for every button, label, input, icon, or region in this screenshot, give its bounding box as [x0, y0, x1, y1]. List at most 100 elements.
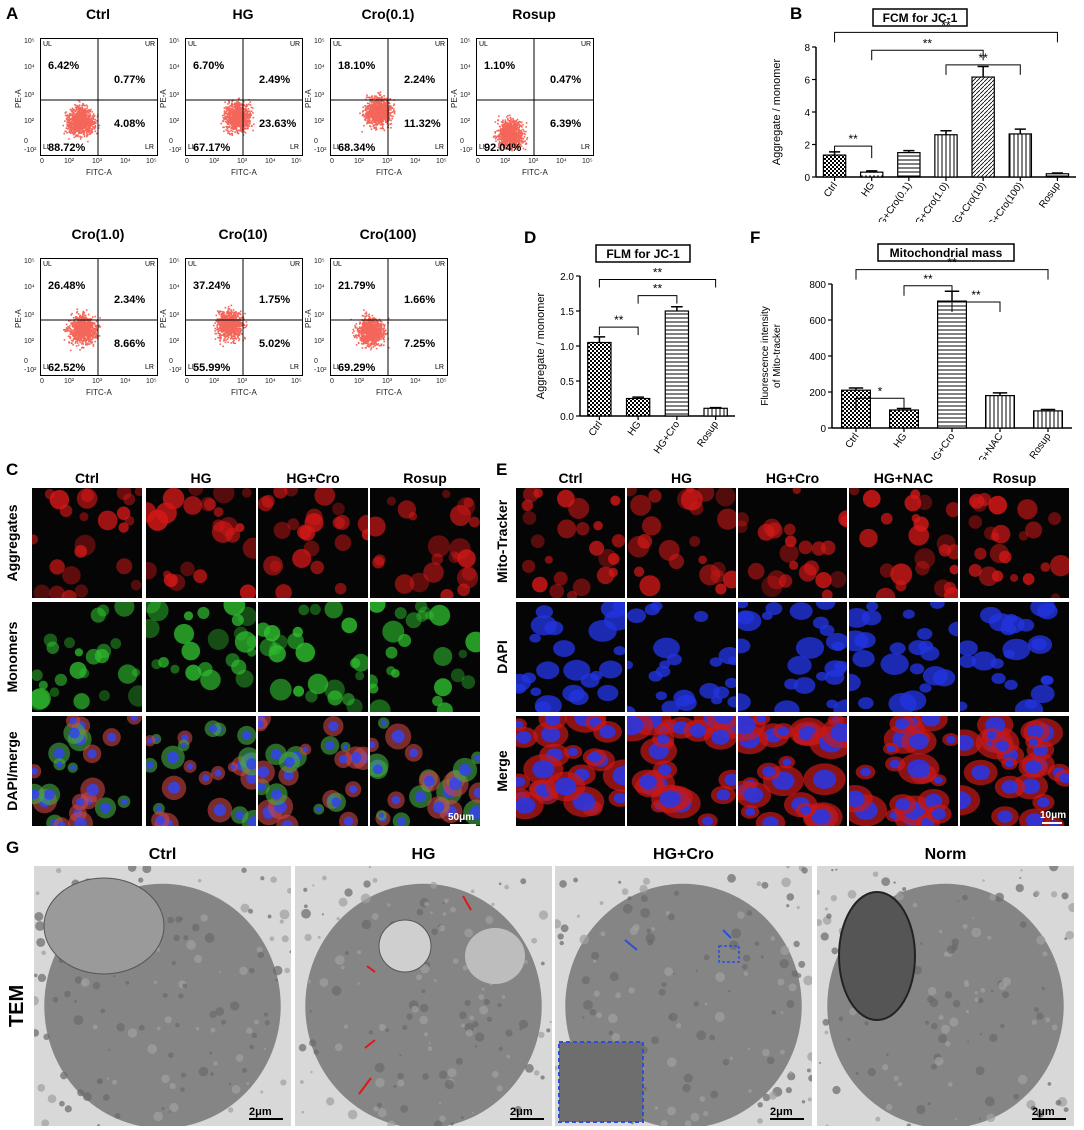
x-tick-label: Ctrl — [844, 431, 862, 450]
quadrant-label-ur: UR — [581, 41, 592, 48]
quadrant-ll-percent: 67.17% — [193, 142, 231, 154]
error-bar — [593, 336, 606, 343]
quadrant-label-lr: LR — [290, 144, 299, 151]
error-bar — [632, 396, 644, 399]
y-tick-label: 400 — [809, 352, 826, 363]
y-tick-label: 10⁴ — [24, 284, 35, 291]
micrograph-tile — [627, 716, 736, 826]
y-tick-label: -10² — [314, 367, 327, 374]
quadrant-ur-percent: 1.66% — [404, 294, 436, 306]
scale-bar — [1042, 822, 1062, 824]
error-bar — [903, 149, 915, 153]
y-axis-label: PE-A — [450, 89, 459, 108]
flow-scatter-plot — [476, 38, 594, 156]
y-axis-label: PE-A — [304, 309, 313, 328]
significance-marker: ** — [947, 256, 957, 270]
chart-title: Mitochondrial mass — [890, 246, 1003, 260]
x-tick-label: HG+Cro(1.0) — [909, 180, 951, 222]
quadrant-label-ul: UL — [333, 41, 342, 48]
column-label: HG — [190, 470, 212, 486]
tem-micrograph — [817, 866, 1074, 1126]
y-axis-label: PE-A — [14, 309, 23, 328]
y-tick-label: 10⁵ — [169, 38, 180, 45]
error-bar — [940, 129, 952, 135]
y-tick-label: -10² — [24, 367, 37, 374]
y-tick-label: 8 — [804, 43, 810, 54]
bar — [859, 171, 884, 178]
quadrant-label-ur: UR — [290, 261, 301, 268]
x-tick-label: 10³ — [237, 378, 248, 385]
bar — [897, 152, 921, 178]
scale-bar — [450, 824, 476, 826]
quadrant-label-lr: LR — [435, 364, 444, 371]
scale-bar — [770, 1118, 804, 1120]
x-tick-label: 10³ — [92, 158, 103, 165]
micrograph-tile — [146, 716, 256, 826]
quadrant-ur-percent: 0.47% — [550, 74, 582, 86]
flow-plot-title: Ctrl — [85, 6, 111, 22]
y-tick-label: 10³ — [169, 92, 180, 99]
y-tick-label: 10² — [24, 338, 35, 345]
x-tick-label: 10⁵ — [146, 158, 157, 165]
quadrant-label-ur: UR — [290, 41, 301, 48]
x-tick-label: 10⁵ — [436, 378, 447, 385]
scale-bar — [510, 1118, 544, 1120]
y-tick-label: 10² — [24, 118, 35, 125]
flow-plot-title: Cro(0.1) — [361, 6, 415, 22]
micrograph-tile — [849, 716, 958, 826]
y-tick-label: 10² — [314, 118, 325, 125]
y-tick-label: 0 — [169, 358, 173, 365]
quadrant-label-ur: UR — [145, 261, 156, 268]
quadrant-ll-percent: 68.34% — [338, 142, 376, 154]
y-tick-label: 1.0 — [560, 342, 574, 353]
error-bar — [866, 170, 878, 173]
micrograph-tile — [258, 488, 368, 598]
quadrant-ul-percent: 21.79% — [338, 280, 376, 292]
significance-marker: ** — [653, 282, 663, 296]
flow-plot-title: Cro(10) — [218, 226, 268, 242]
bar — [1033, 410, 1064, 429]
row-label: DAPI/merge — [4, 731, 20, 811]
significance-bracket — [903, 285, 953, 296]
row-label: Merge — [494, 750, 510, 792]
significance-bracket — [834, 31, 1058, 43]
quadrant-label-ur: UR — [145, 41, 156, 48]
scale-label: 50μm — [448, 812, 475, 823]
scale-label: 2μm — [770, 1106, 793, 1118]
x-axis-label: FITC-A — [231, 168, 257, 177]
x-tick-label: 10³ — [382, 378, 393, 385]
row-label: Mito-Tracker — [494, 499, 510, 583]
y-tick-label: 10⁴ — [169, 284, 180, 291]
micrograph-tile — [849, 488, 958, 598]
y-tick-label: 10³ — [24, 92, 35, 99]
flow-scatter-plot — [185, 258, 303, 376]
micrograph-tile — [146, 602, 256, 712]
x-tick-label: 10⁴ — [556, 158, 567, 165]
x-tick-label: 10⁴ — [265, 158, 276, 165]
y-axis-label: PE-A — [159, 89, 168, 108]
tem-micrograph — [555, 866, 812, 1126]
quadrant-label-ll: LL — [43, 364, 51, 371]
y-tick-label: 0 — [804, 173, 810, 184]
flow-plot-title: Rosup — [512, 6, 556, 22]
y-tick-label: -10² — [460, 147, 473, 154]
quadrant-ul-percent: 26.48% — [48, 280, 86, 292]
flm-jc1-bar-chart: FLM for JC-1 0.0 0.5 1.0 1.5 2.0 Aggregate / m… — [535, 244, 735, 456]
quadrant-label-lr: LR — [581, 144, 590, 151]
significance-marker: ** — [941, 18, 951, 32]
quadrant-ll-percent: 69.29% — [338, 362, 376, 374]
significance-bracket — [945, 64, 1021, 75]
quadrant-label-ul: UL — [188, 41, 197, 48]
tem-micrograph — [295, 866, 552, 1126]
y-tick-label: 1.5 — [560, 307, 574, 318]
y-tick-label: 0 — [460, 138, 464, 145]
x-tick-label: 0 — [476, 158, 480, 165]
chart-title-box — [877, 243, 1015, 262]
y-tick-label: 10⁵ — [169, 258, 180, 265]
y-axis-label: Aggregate / monomer — [771, 58, 783, 165]
y-tick-label: 0 — [169, 138, 173, 145]
x-tick-label: 10⁵ — [291, 378, 302, 385]
error-bar — [848, 387, 864, 391]
flow-plot-title: Cro(1.0) — [71, 226, 125, 242]
y-tick-label: 800 — [809, 280, 826, 291]
